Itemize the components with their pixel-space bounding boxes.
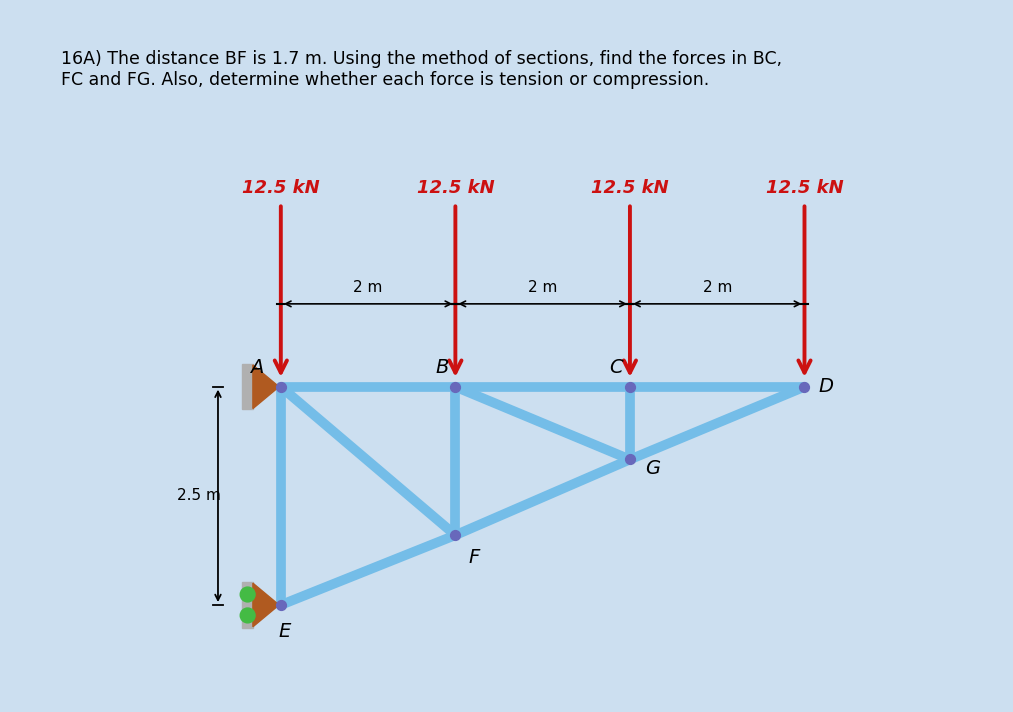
Point bbox=[272, 600, 289, 611]
Text: 12.5 kN: 12.5 kN bbox=[416, 179, 494, 197]
Point bbox=[448, 530, 464, 541]
Text: $\mathit{G}$: $\mathit{G}$ bbox=[644, 459, 660, 478]
Text: $\mathit{E}$: $\mathit{E}$ bbox=[278, 622, 293, 641]
Text: $\mathit{A}$: $\mathit{A}$ bbox=[249, 358, 264, 377]
Text: $\mathit{D}$: $\mathit{D}$ bbox=[819, 377, 835, 397]
Circle shape bbox=[240, 587, 255, 602]
Point bbox=[622, 381, 638, 392]
Text: $\mathit{C}$: $\mathit{C}$ bbox=[609, 358, 625, 377]
Bar bbox=[242, 364, 253, 409]
Text: 2 m: 2 m bbox=[354, 280, 383, 295]
Text: 2 m: 2 m bbox=[703, 280, 732, 295]
Text: 16A) The distance BF is 1.7 m. Using the method of sections, find the forces in : 16A) The distance BF is 1.7 m. Using the… bbox=[61, 50, 782, 89]
Point bbox=[272, 381, 289, 392]
Bar bbox=[242, 582, 253, 628]
Polygon shape bbox=[253, 583, 279, 627]
Text: 2 m: 2 m bbox=[528, 280, 557, 295]
Text: 12.5 kN: 12.5 kN bbox=[766, 179, 844, 197]
Circle shape bbox=[240, 608, 255, 623]
Text: 12.5 kN: 12.5 kN bbox=[591, 179, 669, 197]
Point bbox=[796, 381, 812, 392]
Point bbox=[448, 381, 464, 392]
Point bbox=[622, 454, 638, 465]
Text: 12.5 kN: 12.5 kN bbox=[242, 179, 320, 197]
Polygon shape bbox=[253, 365, 279, 409]
Text: $\mathit{B}$: $\mathit{B}$ bbox=[436, 358, 450, 377]
Text: 2.5 m: 2.5 m bbox=[177, 488, 221, 503]
Text: $\mathit{F}$: $\mathit{F}$ bbox=[468, 548, 481, 567]
